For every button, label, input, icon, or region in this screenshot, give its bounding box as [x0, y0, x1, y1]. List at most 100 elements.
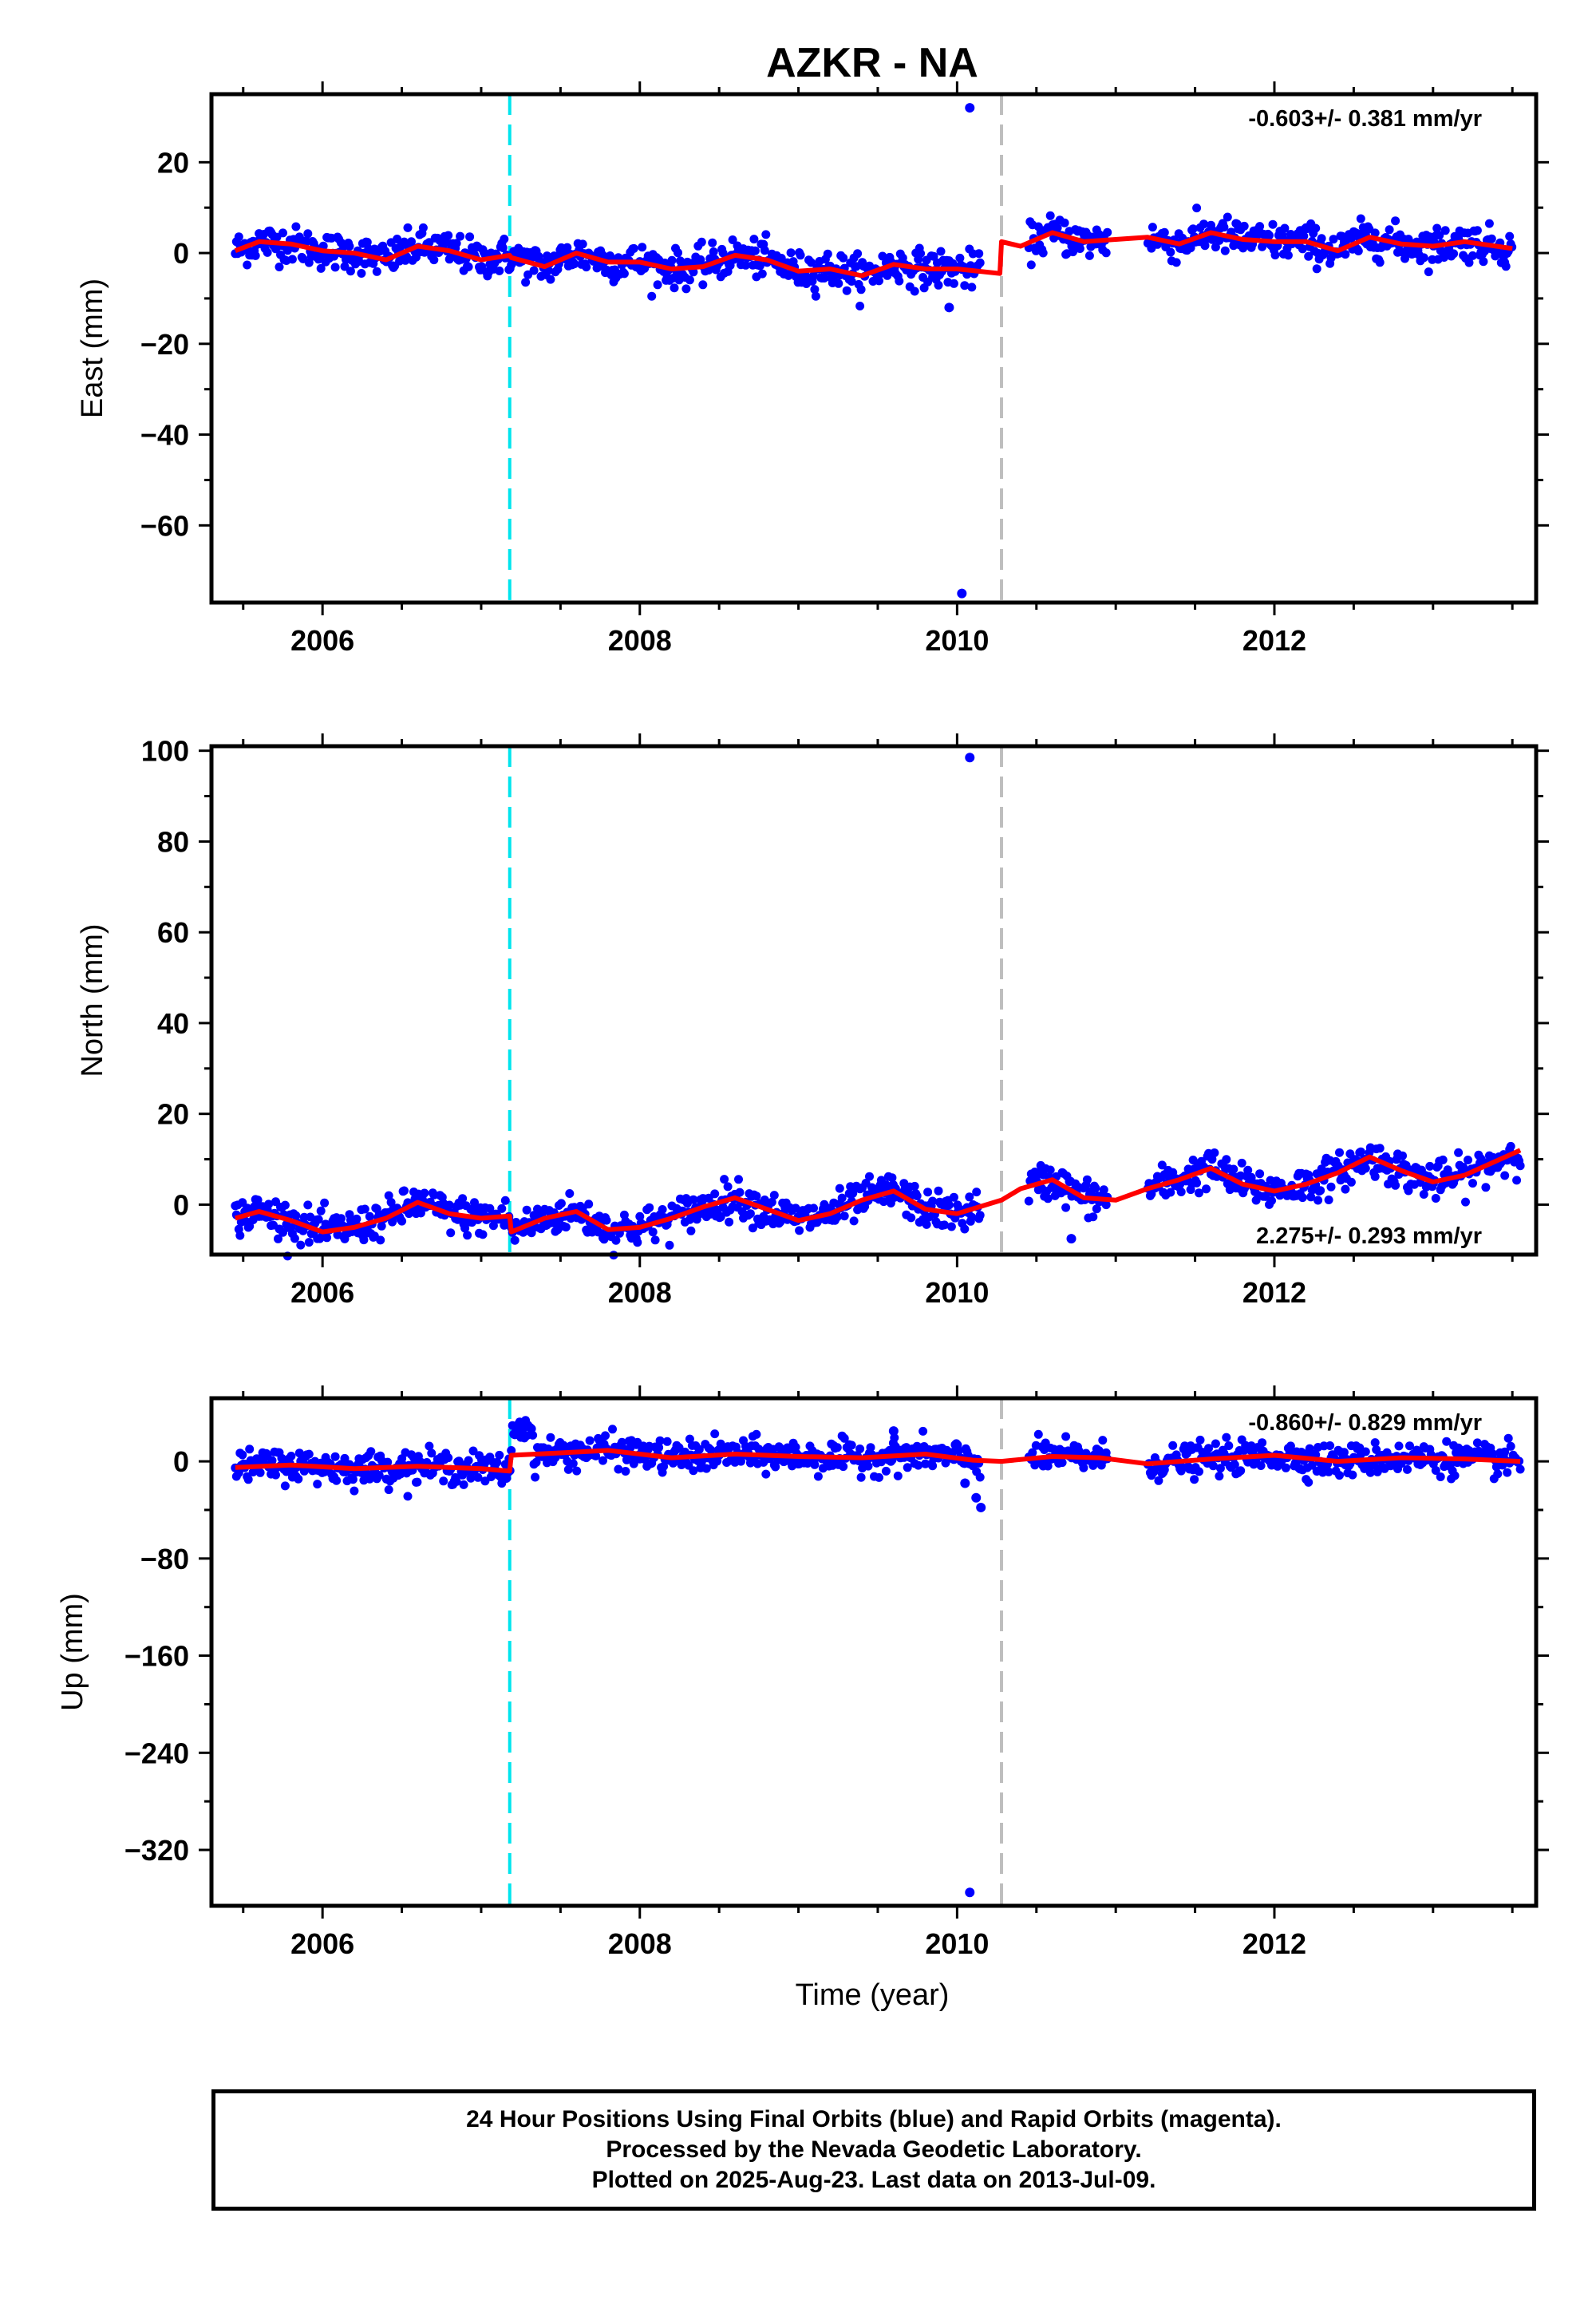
up-y-tick-label: −240 [124, 1737, 189, 1769]
east-data-point [1265, 231, 1274, 240]
east-data-point [647, 291, 657, 301]
east-data-point [898, 253, 907, 263]
east-data-point [755, 261, 764, 271]
east-data-point [444, 231, 453, 240]
east-data-point [429, 255, 439, 265]
north-data-point [1481, 1183, 1491, 1192]
east-data-point [1280, 223, 1290, 233]
up-data-point [608, 1425, 617, 1434]
up-data-point [689, 1466, 698, 1476]
north-data-point [280, 1200, 290, 1210]
up-data-point [832, 1443, 842, 1452]
up-data-point [752, 1429, 761, 1439]
north-data-point [1255, 1169, 1265, 1179]
north-data-point [1375, 1144, 1385, 1153]
up-data-point [1405, 1441, 1414, 1451]
up-data-point [1450, 1471, 1460, 1480]
east-data-point [1060, 218, 1069, 227]
east-data-point [834, 279, 843, 288]
up-data-point [1057, 1458, 1067, 1468]
north-data-point [291, 1211, 301, 1220]
east-data-point [1487, 234, 1496, 243]
up-x-tick-label: 2006 [290, 1927, 354, 1960]
up-data-point [313, 1480, 322, 1489]
east-data-point [741, 260, 750, 270]
east-data-point [1223, 212, 1232, 222]
east-data-point [529, 266, 539, 275]
north-data-point [1500, 1171, 1510, 1180]
up-data-point [413, 1477, 422, 1487]
north-data-point [1157, 1160, 1167, 1170]
east-data-point [1026, 260, 1036, 270]
north-data-point [1464, 1156, 1472, 1164]
east-data-point [895, 276, 904, 286]
up-data-point [685, 1434, 694, 1444]
north-data-point [1404, 1186, 1413, 1196]
up-data-point [350, 1486, 359, 1496]
north-data-point [1361, 1164, 1370, 1173]
east-data-point [1192, 204, 1202, 213]
north-data-point [949, 1192, 958, 1202]
east-data-point [1053, 223, 1062, 232]
up-data-point [1506, 1441, 1515, 1451]
east-data-point [1219, 223, 1229, 232]
north-y-tick-label: 60 [157, 916, 189, 949]
up-y-tick-label: −160 [124, 1640, 189, 1673]
north-data-point [316, 1206, 326, 1215]
north-data-point [478, 1230, 488, 1239]
east-data-point [796, 251, 805, 260]
up-data-point [585, 1436, 595, 1445]
north-data-point [384, 1191, 393, 1200]
up-data-point [1215, 1472, 1224, 1481]
north-data-point [377, 1221, 386, 1231]
up-data-point [444, 1453, 453, 1463]
up-data-point [546, 1433, 555, 1442]
east-data-point [346, 267, 355, 276]
north-data-point [934, 1186, 943, 1196]
north-data-point [1092, 1204, 1101, 1214]
up-data-point [425, 1441, 434, 1451]
up-outlier-point [965, 1887, 975, 1898]
east-data-point [1270, 251, 1280, 260]
east-data-point [407, 237, 416, 247]
east-data-point [465, 232, 475, 242]
up-data-point [761, 1469, 771, 1479]
up-y-tick-label: −80 [140, 1543, 189, 1575]
east-data-point [878, 251, 887, 261]
east-data-point [1370, 228, 1380, 238]
east-data-point [1317, 234, 1326, 243]
east-data-point [875, 276, 883, 286]
east-data-point [582, 263, 591, 272]
east-data-point [761, 230, 771, 239]
north-panel: 2006 2008 2010 2012 100 80 60 40 20 0 North (mm) 2… [76, 733, 1549, 1309]
up-data-point [710, 1429, 720, 1439]
up-data-point [1365, 1468, 1375, 1477]
up-data-point [875, 1472, 883, 1482]
east-data-point [1375, 258, 1385, 267]
east-data-point [1464, 258, 1474, 267]
north-data-point [1088, 1212, 1098, 1222]
east-data-point [1356, 214, 1365, 223]
caption-line-1: 24 Hour Positions Using Final Orbits (bl… [466, 2106, 1282, 2132]
east-data-point [263, 247, 272, 257]
north-data-point [1326, 1182, 1336, 1192]
north-data-point [470, 1198, 479, 1207]
caption-box: 24 Hour Positions Using Final Orbits (bl… [211, 2089, 1536, 2211]
east-data-point [279, 228, 287, 238]
north-data-point [397, 1216, 407, 1226]
north-data-point [832, 1212, 842, 1222]
east-data-point [372, 267, 381, 276]
east-data-point [681, 284, 691, 294]
north-data-point [360, 1204, 369, 1214]
east-model-line [234, 230, 1513, 279]
north-data-point [865, 1172, 874, 1181]
up-data-point [466, 1473, 476, 1483]
north-data-point [716, 1212, 725, 1222]
east-data-point [1159, 227, 1169, 237]
north-data-point [1229, 1164, 1238, 1174]
up-data-point [1204, 1444, 1213, 1453]
up-outlier-point [888, 1426, 899, 1437]
up-y-tick-label: −320 [124, 1834, 189, 1867]
east-data-point [1501, 262, 1511, 271]
east-data-point [316, 263, 326, 273]
